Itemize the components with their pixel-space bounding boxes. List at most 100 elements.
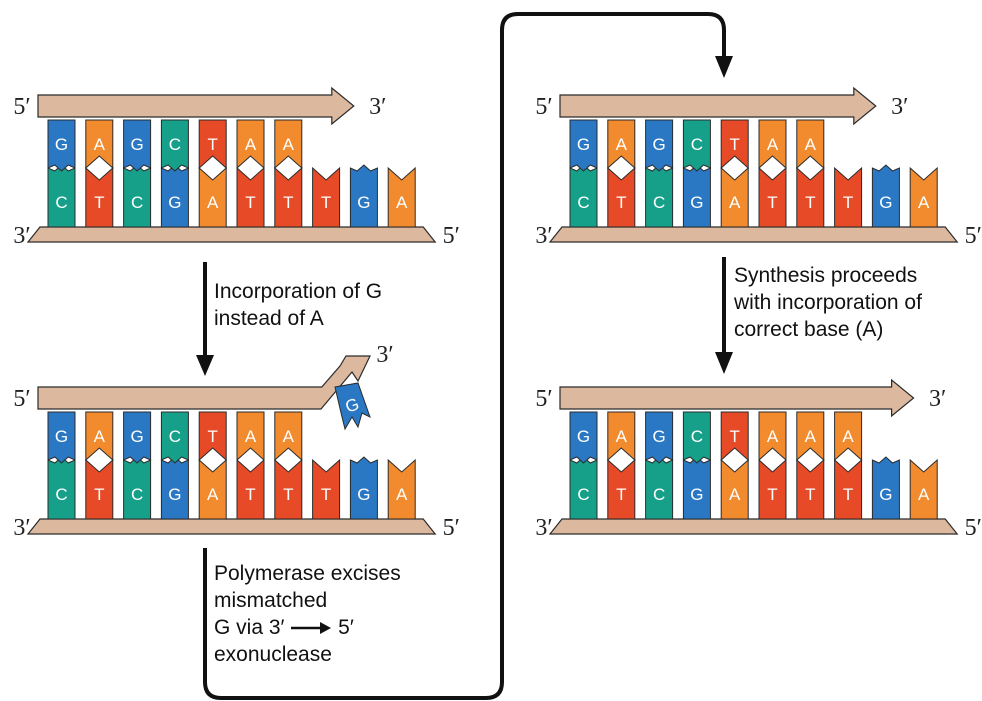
panel-initial: C T C G A T T T G A 3′ G A G C T A A 5′ 3′ 5′ [13,86,460,249]
template-base-T [607,166,636,228]
caption-line: exonuclease [214,643,332,666]
primer-base-T [720,411,749,462]
base-letter: A [842,427,854,446]
template-base-A [720,458,749,520]
base-letter: C [169,427,181,446]
primer-base-G [47,411,76,464]
base-letter: G [690,193,703,212]
base-letter: G [879,485,892,504]
template-backbone [26,518,437,535]
primer-strand-bent [37,355,371,410]
primer-strand-arrow [559,86,877,126]
base-letter: G [130,427,143,446]
template-backbone [548,518,959,535]
primer-base-T [198,119,227,170]
panel-mismatch: C T C G A T T T G A 3′ G G A G C T A A 5′ 3′ 5′ [13,342,459,541]
base-letter: T [616,193,626,212]
base-letter: A [918,193,930,212]
base-letter: A [396,485,408,504]
caption-line: with incorporation of [734,291,922,314]
base-letter: A [729,193,741,212]
base-letter: G [55,135,68,154]
primer-strand-arrow [37,86,355,126]
base-letter: T [805,485,815,504]
primer-base-A [607,411,636,462]
base-letter: A [616,135,628,154]
base-letter: T [321,485,331,504]
base-letter: T [843,485,853,504]
mismatched-letter: G [343,394,362,416]
base-letter: G [357,485,370,504]
arrow-synthesis-head [715,352,733,374]
template-base-T [796,166,825,228]
three-prime-label: 3′ [13,223,30,249]
caption-line: mismatched [214,589,328,612]
primer-base-A [607,119,636,170]
base-letter: T [283,193,293,212]
template-base-T [312,166,341,228]
primer-base-G [645,411,674,464]
primer-base-C [682,411,711,464]
primer-base-A [236,119,265,170]
base-letter: C [131,485,143,504]
base-letter: A [767,427,779,446]
base-letter: T [730,135,740,154]
base-letter: T [616,485,626,504]
template-base-A [198,166,227,228]
three-prime-label: 3′ [891,94,908,120]
base-letter: A [805,135,817,154]
arrow-incorporation-head [196,355,214,376]
template-base-T [607,458,636,520]
base-letter: A [94,135,106,154]
template-base-T [834,458,863,520]
base-letter: G [168,193,181,212]
base-letter: T [767,485,777,504]
base-letter: C [577,485,589,504]
panel-excised: C T C G A T T T G A 3′ G A G C T A A 5′ 3′ 5′ [535,86,982,249]
template-backbone [26,226,437,243]
primer-base-A [236,411,265,462]
template-base-G [871,456,900,520]
base-letter: C [55,485,67,504]
arrow-loop-head [715,56,733,78]
base-letter: T [843,193,853,212]
template-base-A [909,166,938,228]
template-base-G [871,164,900,228]
base-letter: A [207,485,219,504]
primer-base-T [198,411,227,462]
primer-base-T [720,119,749,170]
primer-base-G [123,119,152,172]
base-letter: C [653,485,665,504]
template-base-T [758,166,787,228]
base-letter: A [94,427,106,446]
base-letter: A [616,427,628,446]
mismatched-base-G [334,382,371,431]
primer-base-G [569,119,598,172]
base-letter: C [691,135,703,154]
panel-corrected: C T C G A T T T G A 3′ G A G C T A A A 5′ 3′ 5′ [535,378,982,541]
caption-incorporation: Incorporation of G instead of A [214,278,382,332]
base-letter: G [55,427,68,446]
base-letter: T [245,485,255,504]
five-prime-label: 5′ [13,94,30,120]
base-letter: G [690,485,703,504]
base-letter: C [577,193,589,212]
template-base-T [834,166,863,228]
base-letter: A [245,135,257,154]
base-letter: A [283,427,295,446]
base-letter: A [918,485,930,504]
template-base-G [349,456,378,520]
primer-base-G [123,411,152,464]
base-letter: T [767,193,777,212]
template-backbone [548,226,959,243]
base-letter: C [653,193,665,212]
primer-base-C [682,119,711,172]
three-prime-label: 3′ [369,94,386,120]
caption-excision: Polymerase excises mismatched G via 3′ 5… [214,560,401,668]
template-base-T [236,458,265,520]
primer-base-A [834,411,863,462]
direction-to: 5′ [338,616,354,639]
base-letter: G [879,193,892,212]
template-base-A [198,458,227,520]
template-base-T [274,458,303,520]
